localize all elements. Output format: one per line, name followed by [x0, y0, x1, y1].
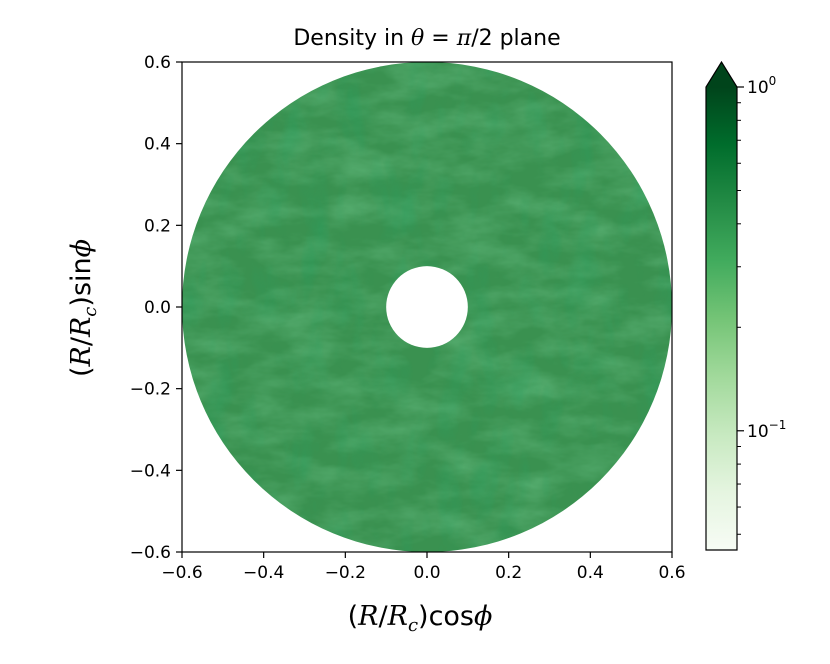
x-tick-label: −0.4: [243, 563, 284, 583]
x-tick-label: −0.6: [161, 563, 202, 583]
y-axis-label: (R/Rc)sinϕ: [66, 239, 101, 377]
title-pi: π: [456, 26, 472, 51]
colorbar-extend-arrow: [706, 62, 737, 87]
title-mid: =: [424, 26, 456, 51]
y-tick-label: 0.4: [144, 135, 171, 155]
colorbar-tick-label: 100: [747, 74, 776, 98]
colorbar-gradient: [706, 87, 737, 550]
x-tick-label: −0.2: [325, 563, 366, 583]
colorbar: 100 10−1: [705, 60, 786, 551]
title-theta: θ: [411, 26, 424, 51]
y-tick-label: −0.2: [130, 380, 171, 400]
colorbar-tick-label: 10−1: [747, 418, 786, 442]
density-disk: [182, 62, 672, 552]
x-tick-label: 0.2: [495, 563, 522, 583]
y-tick-label: 0.2: [144, 216, 171, 236]
disk-swirl-texture: [182, 62, 672, 552]
x-tick-label: 0.6: [658, 563, 685, 583]
title-prefix: Density in: [293, 26, 411, 51]
chart-title: Density in θ = π/2 plane: [293, 26, 560, 51]
y-tick-label: −0.4: [130, 461, 171, 481]
colorbar-ticks: 100 10−1: [737, 74, 786, 535]
x-axis-label: (R/Rc)cosϕ: [348, 601, 493, 636]
y-tick-label: 0.6: [144, 53, 171, 73]
colorbar-outline: [705, 60, 738, 551]
x-tick-label: 0.4: [577, 563, 604, 583]
y-axis-ticks: −0.6 −0.4 −0.2 0.0 0.2 0.4 0.6: [130, 53, 182, 563]
y-tick-label: 0.0: [144, 298, 171, 318]
x-tick-label: 0.0: [413, 563, 440, 583]
x-axis-ticks: −0.6 −0.4 −0.2 0.0 0.2 0.4 0.6: [161, 552, 686, 583]
y-tick-label: −0.6: [130, 543, 171, 563]
title-suffix: /2 plane: [471, 26, 560, 51]
